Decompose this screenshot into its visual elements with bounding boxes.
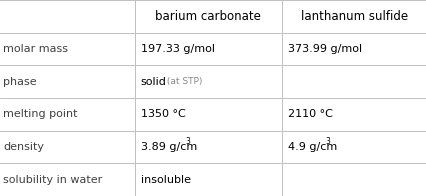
Text: 373.99 g/mol: 373.99 g/mol: [288, 44, 362, 54]
Text: phase: phase: [3, 77, 37, 87]
Text: 3: 3: [185, 137, 190, 146]
Text: insoluble: insoluble: [141, 175, 190, 185]
Text: 3: 3: [324, 137, 329, 146]
Text: melting point: melting point: [3, 109, 78, 119]
Text: 3.89 g/cm: 3.89 g/cm: [141, 142, 197, 152]
Text: density: density: [3, 142, 44, 152]
Text: 2110 °C: 2110 °C: [288, 109, 332, 119]
Text: 1350 °C: 1350 °C: [141, 109, 185, 119]
Text: solubility in water: solubility in water: [3, 175, 102, 185]
Text: barium carbonate: barium carbonate: [155, 10, 260, 23]
Text: 4.9 g/cm: 4.9 g/cm: [288, 142, 337, 152]
Text: solid: solid: [141, 77, 167, 87]
Text: (at STP): (at STP): [164, 77, 202, 86]
Text: molar mass: molar mass: [3, 44, 68, 54]
Text: lanthanum sulfide: lanthanum sulfide: [300, 10, 407, 23]
Text: 197.33 g/mol: 197.33 g/mol: [141, 44, 214, 54]
